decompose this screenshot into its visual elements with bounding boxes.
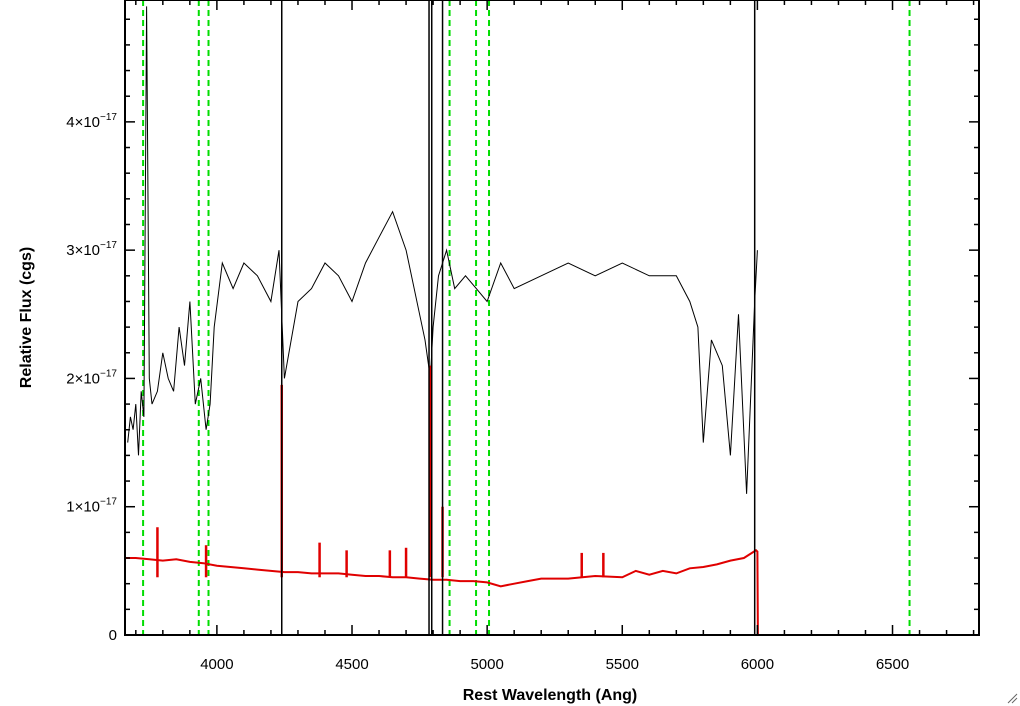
plot-area bbox=[125, 0, 979, 636]
y-axis: 0 1×10−17 2×10−17 3×10−17 4×10−17 bbox=[66, 18, 979, 644]
x-tick-label: 6000 bbox=[741, 656, 774, 673]
y-tick-label: 0 bbox=[109, 627, 117, 644]
plot-frame bbox=[124, 0, 980, 636]
y-tick-label: 4×10−17 bbox=[66, 112, 117, 131]
flux-spectrum-line bbox=[127, 6, 758, 494]
x-axis: 4000 4500 5000 5500 6000 6500 bbox=[135, 0, 975, 673]
x-tick-label: 4000 bbox=[200, 656, 233, 673]
x-tick-label: 4500 bbox=[335, 656, 368, 673]
x-tick-label: 6500 bbox=[876, 656, 909, 673]
x-axis-title: Rest Wavelength (Ang) bbox=[463, 687, 638, 704]
y-tick-label: 2×10−17 bbox=[66, 368, 117, 387]
error-spectrum-line bbox=[125, 549, 979, 636]
y-tick-label: 1×10−17 bbox=[66, 497, 117, 516]
x-tick-label: 5000 bbox=[470, 656, 503, 673]
resize-grip-icon[interactable] bbox=[1007, 693, 1018, 704]
y-tick-label: 3×10−17 bbox=[66, 240, 117, 259]
y-axis-title: Relative Flux (cgs) bbox=[18, 247, 35, 388]
x-tick-label: 5500 bbox=[606, 656, 639, 673]
